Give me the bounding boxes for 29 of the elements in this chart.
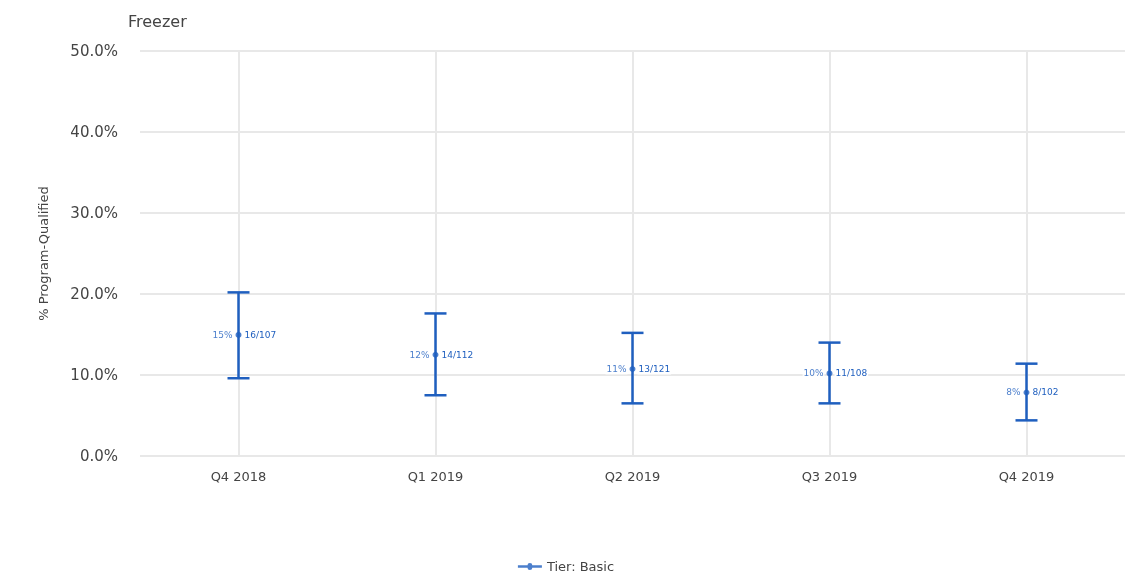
- data-label: 11%: [606, 364, 627, 375]
- chart-title: Freezer: [128, 11, 188, 31]
- y-tick-label: 10.0%: [70, 366, 118, 384]
- data-label: 12%: [409, 349, 430, 360]
- annotation: 16/107: [244, 329, 277, 340]
- x-tick-label: Q1 2019: [407, 469, 464, 484]
- point: [629, 366, 636, 372]
- point: [432, 351, 439, 358]
- data-label: 15%: [212, 329, 233, 340]
- y-tick-label: 40.0%: [70, 123, 118, 141]
- data-label: 10%: [803, 368, 824, 379]
- point: [826, 370, 833, 377]
- x-tick-label: Q2 2019: [604, 469, 661, 484]
- point: [235, 331, 242, 338]
- annotation: 13/121: [638, 364, 671, 375]
- y-axis-title: % Program-Qualified: [36, 186, 51, 321]
- data-label: 8%: [1006, 387, 1021, 398]
- x-tick-label: Q4 2019: [998, 469, 1055, 484]
- y-tick-label: 20.0%: [70, 285, 118, 303]
- annotation: 11/108: [835, 368, 868, 379]
- legend-label: Tier: Basic: [545, 559, 615, 574]
- x-tick-label: Q3 2019: [801, 469, 858, 484]
- y-tick-label: 50.0%: [70, 42, 118, 60]
- point: [1023, 389, 1030, 396]
- annotation: 8/102: [1032, 387, 1059, 398]
- y-tick-label: 30.0%: [70, 204, 118, 222]
- y-tick-label: 0.0%: [79, 447, 118, 465]
- x-tick-label: Q4 2018: [210, 469, 267, 484]
- annotation: 14/112: [441, 349, 474, 360]
